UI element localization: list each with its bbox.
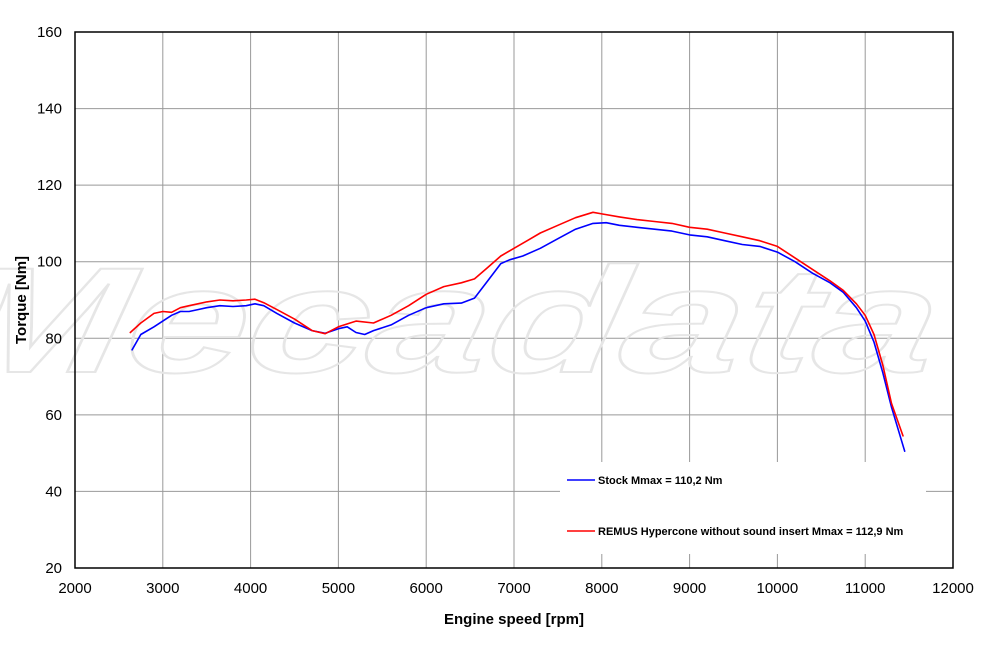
legend-box xyxy=(560,462,926,554)
x-tick-label: 8000 xyxy=(585,580,618,597)
series-layer xyxy=(129,211,906,453)
x-tick-label: 7000 xyxy=(497,580,530,597)
series-line-remus xyxy=(129,211,904,437)
legend-label-remus: REMUS Hypercone without sound insert Mma… xyxy=(598,526,904,538)
x-tick-label: 9000 xyxy=(673,580,706,597)
legend-label-stock: Stock Mmax = 110,2 Nm xyxy=(598,475,723,487)
x-tick-label: 5000 xyxy=(322,580,355,597)
y-tick-label: 100 xyxy=(37,254,62,271)
tick-labels: 2000 3000 4000 5000 6000 7000 8000 9000 10000 110… xyxy=(37,24,974,597)
y-tick-label: 140 xyxy=(37,101,62,118)
plot-frame xyxy=(74,31,954,569)
y-axis-title: Torque [Nm] xyxy=(13,256,30,344)
y-tick-label: 120 xyxy=(37,177,62,194)
x-tick-label: 4000 xyxy=(234,580,267,597)
y-tick-label: 20 xyxy=(45,560,62,577)
x-tick-label: 2000 xyxy=(58,580,91,597)
y-tick-label: 60 xyxy=(45,407,62,424)
legend: Stock Mmax = 110,2 Nm REMUS Hypercone wi… xyxy=(560,462,926,554)
x-tick-label: 3000 xyxy=(146,580,179,597)
x-tick-label: 6000 xyxy=(410,580,443,597)
x-tick-label: 11000 xyxy=(845,580,886,597)
watermark-text: Mecadata xyxy=(0,237,953,405)
y-tick-label: 80 xyxy=(45,330,62,347)
series-line-stock xyxy=(131,221,906,453)
x-axis-title: Engine speed [rpm] xyxy=(444,611,584,628)
x-tick-label: 10000 xyxy=(757,580,799,597)
x-tick-label: 12000 xyxy=(932,580,974,597)
y-tick-label: 40 xyxy=(45,483,62,500)
y-tick-label: 160 xyxy=(37,24,62,41)
